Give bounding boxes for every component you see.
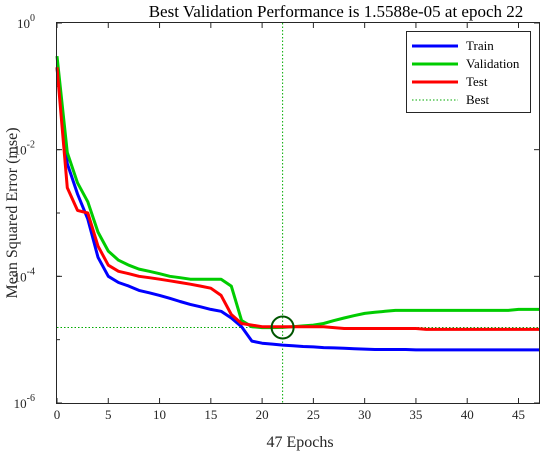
y-tick-base: 10	[14, 396, 27, 411]
best-point-marker	[270, 315, 295, 340]
x-tick-label: 20	[256, 407, 269, 422]
legend-label-validation: Validation	[466, 56, 520, 71]
x-tick-label: 0	[54, 407, 61, 422]
legend-label-test: Test	[466, 74, 488, 89]
y-tick-label: 10-6	[14, 393, 35, 411]
y-tick-exponent: -2	[27, 140, 35, 151]
x-tick-label: 30	[358, 407, 371, 422]
y-tick-base: 10	[14, 269, 27, 284]
plot-area-frame	[56, 22, 540, 404]
y-tick-base: 10	[17, 16, 30, 31]
series-line-train	[55, 67, 539, 352]
y-axis-label: Mean Squared Error (mse)	[4, 127, 21, 298]
best-marker-lines	[57, 23, 539, 403]
x-tick-label: 35	[409, 407, 422, 422]
x-tick-label: 45	[512, 407, 525, 422]
series-layer	[55, 55, 539, 352]
x-tick-label: 15	[204, 407, 217, 422]
x-tick-label: 5	[105, 407, 112, 422]
legend-label-best: Best	[466, 92, 490, 107]
chart-title: Best Validation Performance is 1.5588e-0…	[149, 2, 524, 21]
x-tick-label: 40	[461, 407, 474, 422]
y-tick-base: 10	[14, 143, 27, 158]
legend-label-train: Train	[466, 38, 494, 53]
x-tick-label: 10	[153, 407, 166, 422]
x-axis-label: 47 Epochs	[266, 434, 333, 451]
y-tick-label: 100	[17, 13, 35, 31]
x-axis-ticks: 0 5 10 15 20 25 30 35 40 45	[54, 23, 525, 422]
y-tick-exponent: -4	[27, 266, 35, 277]
series-line-test	[55, 67, 539, 331]
x-tick-label: 25	[307, 407, 320, 422]
y-tick-exponent: 0	[30, 13, 35, 24]
y-tick-label: 10-4	[14, 266, 35, 284]
y-tick-exponent: -6	[27, 393, 35, 404]
y-tick-label: 10-2	[14, 140, 35, 158]
legend: Train Validation Test Best	[406, 31, 531, 113]
